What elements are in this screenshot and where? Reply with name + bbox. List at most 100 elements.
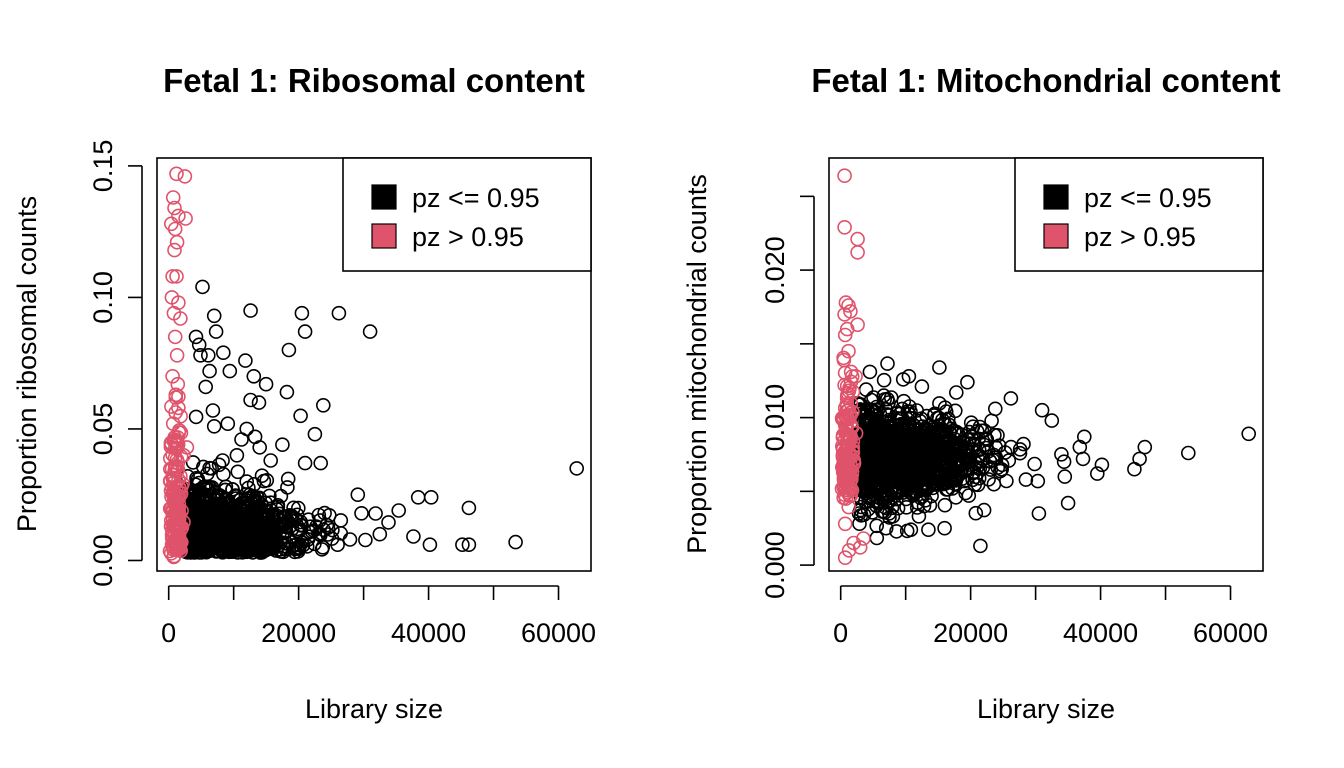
- x-axis: 0 20000 40000 60000: [161, 585, 596, 648]
- data-point: [999, 473, 1014, 489]
- data-point: [286, 500, 301, 516]
- data-point: [1027, 456, 1042, 472]
- data-point: [930, 437, 945, 453]
- data-point: [915, 489, 930, 504]
- data-point: [858, 382, 874, 397]
- data-point: [861, 452, 877, 467]
- data-point: [848, 368, 863, 384]
- points: [834, 168, 1256, 566]
- data-point: [297, 324, 313, 339]
- data-point: [836, 352, 852, 368]
- data-point: [229, 447, 245, 463]
- data-point: [243, 392, 258, 408]
- x-axis-label: Library size: [305, 694, 443, 724]
- data-point: [863, 422, 878, 438]
- data-point: [211, 457, 227, 473]
- data-point: [859, 470, 874, 486]
- data-point: [838, 295, 854, 310]
- legend-label: pz <= 0.95: [1084, 183, 1212, 213]
- data-point: [312, 513, 328, 528]
- data-point: [188, 409, 204, 425]
- data-point: [1018, 472, 1034, 487]
- data-point: [834, 410, 850, 426]
- data-point: [423, 489, 439, 505]
- data-point: [937, 497, 953, 513]
- data-point: [883, 451, 898, 466]
- data-point: [1060, 495, 1076, 511]
- y-tick-label: 0.10: [88, 271, 118, 324]
- data-point: [177, 169, 193, 184]
- data-point: [171, 208, 186, 224]
- series-black: [177, 279, 585, 560]
- data-point: [280, 480, 295, 495]
- data-point: [220, 416, 236, 432]
- data-point: [358, 532, 373, 548]
- data-point: [947, 476, 963, 492]
- data-point: [860, 502, 876, 517]
- data-point: [167, 200, 182, 216]
- data-point: [973, 538, 988, 554]
- data-point: [166, 484, 181, 500]
- data-point: [168, 537, 183, 553]
- y-tick-label: 0.020: [760, 236, 790, 304]
- data-point: [171, 400, 186, 416]
- y-tick-label: 0.00: [88, 534, 118, 587]
- data-point: [191, 337, 207, 353]
- data-point: [284, 521, 300, 537]
- data-point: [281, 342, 297, 358]
- data-point: [169, 166, 184, 182]
- data-point: [899, 499, 914, 515]
- x-tick-label: 20000: [261, 618, 336, 648]
- data-point: [937, 448, 953, 463]
- data-point: [167, 329, 183, 345]
- data-point: [205, 537, 221, 552]
- data-point: [990, 427, 1005, 443]
- data-point: [166, 493, 182, 509]
- data-point: [304, 524, 320, 539]
- data-point: [919, 425, 935, 441]
- data-point: [188, 329, 204, 345]
- data-point: [263, 453, 279, 468]
- legend: pz <= 0.95 pz > 0.95: [1014, 157, 1264, 272]
- x-tick-label: 0: [833, 618, 848, 648]
- x-tick-label: 0: [161, 618, 176, 648]
- data-point: [461, 537, 477, 553]
- legend-swatch: [1043, 184, 1069, 210]
- data-point: [866, 452, 882, 468]
- data-point: [921, 522, 936, 538]
- data-point: [850, 245, 865, 260]
- data-point: [1072, 439, 1088, 455]
- data-point: [913, 448, 929, 464]
- data-point: [204, 461, 219, 476]
- data-point: [307, 426, 323, 442]
- data-point: [1054, 446, 1069, 462]
- data-point: [170, 376, 186, 392]
- data-point: [919, 459, 935, 475]
- data-point: [362, 324, 378, 339]
- y-axis-label: Proportion mitochondrial counts: [682, 174, 712, 554]
- data-point: [193, 347, 208, 363]
- data-point: [330, 537, 345, 553]
- y-tick-label: 0.15: [88, 140, 118, 193]
- data-point: [176, 447, 191, 463]
- data-point: [196, 479, 211, 495]
- data-point: [901, 368, 917, 384]
- data-point: [250, 494, 266, 510]
- data-point: [889, 524, 904, 539]
- data-point: [876, 388, 892, 403]
- legend: pz <= 0.95 pz > 0.95: [342, 157, 592, 272]
- data-point: [955, 457, 970, 473]
- data-point: [165, 368, 180, 384]
- y-axis: 0.000 0.010 0.020: [760, 195, 815, 599]
- data-point: [167, 450, 183, 466]
- data-point: [312, 526, 328, 542]
- data-point: [222, 496, 237, 512]
- data-point: [1016, 436, 1031, 452]
- data-point: [293, 518, 309, 533]
- data-point: [235, 503, 250, 518]
- data-point: [837, 516, 853, 532]
- data-point: [254, 544, 270, 559]
- data-point: [885, 432, 900, 448]
- data-point: [1075, 451, 1091, 467]
- data-point: [200, 492, 216, 507]
